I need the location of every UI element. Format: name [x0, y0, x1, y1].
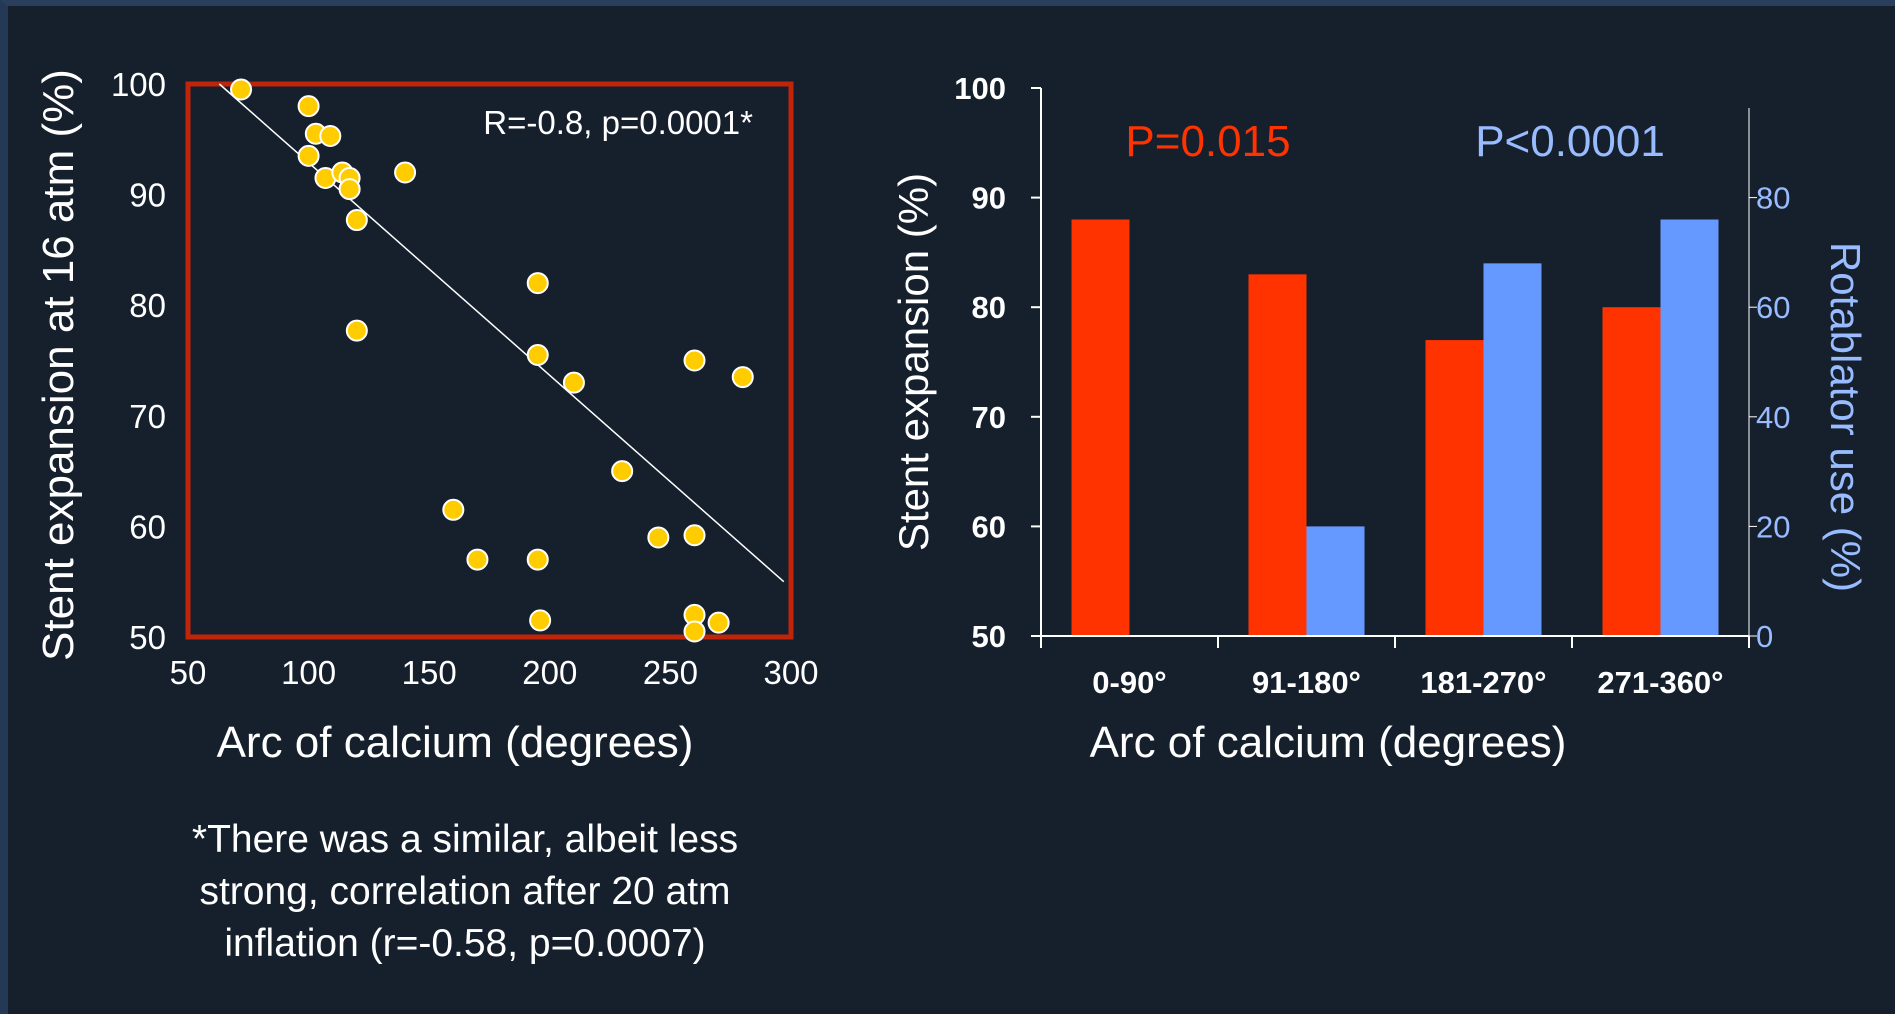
bar-stent-expansion: [1248, 274, 1307, 636]
scatter-y-tick-label: 100: [111, 66, 166, 103]
scatter-x-tick-label: 200: [522, 654, 577, 691]
scatter-point: [297, 144, 320, 167]
bar-stent-expansion: [1602, 307, 1661, 636]
scatter-y-tick-label: 80: [129, 287, 166, 324]
scatter-point: [394, 161, 417, 184]
bar-y-tick-label: 70: [972, 400, 1006, 435]
scatter-y-tick-label: 70: [129, 398, 166, 435]
scatter-x-tick-label: 250: [643, 654, 698, 691]
scatter-chart: Stent expansion at 16 atm (%) Arc of cal…: [34, 66, 819, 767]
bar-y-tick-label: 100: [954, 71, 1006, 106]
scatter-point: [345, 209, 368, 232]
scatter-point: [345, 319, 368, 342]
bar-y-tick-label: 60: [972, 509, 1006, 544]
scatter-point: [466, 548, 489, 571]
scatter-y-axis-label: Stent expansion at 16 atm (%): [34, 69, 83, 661]
footnote-line: strong, correlation after 20 atm: [199, 870, 731, 913]
scatter-point: [319, 124, 342, 147]
bar-p-value-stent: P=0.015: [1125, 117, 1290, 166]
scatter-point: [562, 371, 585, 394]
scatter-point: [529, 609, 552, 632]
scatter-point: [647, 526, 670, 549]
scatter-y-tick-label: 90: [129, 177, 166, 214]
bar-y-tick-label: 80: [972, 290, 1006, 325]
scatter-point: [707, 611, 730, 634]
scatter-y-tick-label: 50: [129, 619, 166, 656]
scatter-y-tick-label: 60: [129, 508, 166, 545]
bar-y2-tick-label: 60: [1756, 290, 1790, 325]
scatter-point: [526, 272, 549, 295]
bar-y-axis-label: Stent expansion (%): [890, 173, 937, 551]
bar-y2-tick-label: 80: [1756, 181, 1790, 216]
scatter-correlation-annotation: R=-0.8, p=0.0001*: [483, 104, 753, 141]
footnote: *There was a similar, albeit less strong…: [140, 814, 790, 970]
scatter-x-tick-label: 150: [402, 654, 457, 691]
scatter-point: [731, 366, 754, 389]
scatter-x-tick-label: 300: [763, 654, 818, 691]
footnote-line: *There was a similar, albeit less: [191, 818, 739, 861]
bar-x-tick-label: 271-360°: [1597, 665, 1723, 700]
bar-y2-axis-label: Rotablator use (%): [1822, 242, 1869, 592]
bar-x-axis-label: Arc of calcium (degrees): [1090, 718, 1567, 767]
scatter-point: [230, 78, 253, 101]
scatter-point: [611, 460, 634, 483]
bar-y2-tick-label: 20: [1756, 509, 1790, 544]
scatter-point: [683, 349, 706, 372]
bar-stent-expansion: [1425, 340, 1484, 636]
scatter-point: [526, 343, 549, 366]
bar-y-tick-label: 90: [972, 181, 1006, 216]
bar-p-value-rotablator: P<0.0001: [1475, 117, 1665, 166]
scatter-x-tick-label: 50: [170, 654, 207, 691]
bar-y2-tick-label: 0: [1756, 619, 1773, 654]
bar-rotablator-use: [1306, 526, 1365, 636]
scatter-trendline: [218, 83, 785, 583]
bar-rotablator-use: [1483, 263, 1542, 636]
scatter-point: [526, 548, 549, 571]
bar-x-tick-label: 181-270°: [1420, 665, 1546, 700]
bar-stent-expansion: [1071, 219, 1130, 636]
bar-chart: Stent expansion (%) Rotablator use (%) A…: [890, 71, 1869, 767]
bar-x-tick-label: 0-90°: [1092, 665, 1166, 700]
scatter-point: [297, 95, 320, 118]
scatter-x-axis-label: Arc of calcium (degrees): [217, 718, 694, 767]
bar-x-tick-label: 91-180°: [1252, 665, 1361, 700]
scatter-point: [442, 498, 465, 521]
scatter-point: [683, 524, 706, 547]
footnote-line: inflation (r=-0.58, p=0.0007): [224, 922, 706, 965]
bar-rotablator-use: [1660, 219, 1719, 636]
scatter-x-tick-label: 100: [281, 654, 336, 691]
scatter-plot-frame: [185, 81, 794, 640]
scatter-point: [338, 178, 361, 201]
scatter-point: [683, 620, 706, 643]
bar-y-tick-label: 50: [972, 619, 1006, 654]
bar-y2-tick-label: 40: [1756, 400, 1790, 435]
